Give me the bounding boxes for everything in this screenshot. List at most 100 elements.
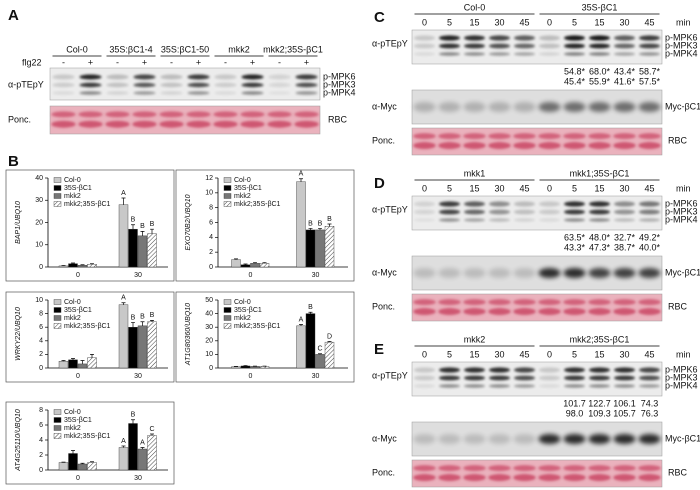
band xyxy=(159,120,184,128)
band xyxy=(295,91,318,95)
band xyxy=(51,111,76,118)
significance-letter: B xyxy=(150,221,155,228)
quantification: 55.9* xyxy=(589,76,611,86)
band xyxy=(413,142,436,150)
band xyxy=(439,201,460,207)
loading-band-label: RBC xyxy=(668,467,688,477)
group-label: 35S-βC1 xyxy=(582,2,618,12)
quantification: 74.3 xyxy=(641,398,659,408)
y-tick-label: 2 xyxy=(39,351,43,358)
band xyxy=(639,218,660,222)
band xyxy=(488,299,511,306)
band xyxy=(613,465,636,472)
quantification: 98.0 xyxy=(566,408,584,418)
band xyxy=(539,201,560,207)
loading-label: Ponc. xyxy=(372,135,395,145)
band xyxy=(639,52,660,56)
band xyxy=(414,43,435,49)
legend-label: 35S-βC1 xyxy=(64,307,92,314)
legend-swatch xyxy=(53,425,62,431)
band xyxy=(414,35,435,41)
band xyxy=(514,375,535,381)
band xyxy=(639,384,660,388)
band xyxy=(187,74,210,80)
band xyxy=(160,91,183,95)
band xyxy=(538,434,561,444)
band xyxy=(638,474,661,482)
error-bar xyxy=(327,341,332,343)
band xyxy=(439,367,460,373)
y-axis-label: WRKY22/UBQ10 xyxy=(15,307,22,361)
legend-swatch xyxy=(53,417,62,423)
bar xyxy=(58,462,69,471)
legend-swatch xyxy=(53,177,62,183)
bar xyxy=(137,448,148,471)
band xyxy=(613,142,636,150)
y-tick-label: 0 xyxy=(39,467,43,474)
bar xyxy=(315,229,325,268)
y-tick-label: 6 xyxy=(39,422,43,429)
error-bar xyxy=(131,224,135,230)
band xyxy=(614,35,635,41)
band xyxy=(439,209,460,215)
y-tick-label: 4 xyxy=(39,437,43,444)
band xyxy=(538,465,561,472)
band xyxy=(638,434,661,444)
band xyxy=(187,91,210,95)
band xyxy=(489,367,510,373)
bar xyxy=(296,325,306,369)
band xyxy=(589,375,610,381)
band xyxy=(240,120,265,128)
band xyxy=(538,133,561,140)
band xyxy=(639,367,660,373)
treatment-label: flg22 xyxy=(22,57,42,67)
time-label: 15 xyxy=(469,17,479,27)
band xyxy=(514,35,535,41)
band xyxy=(438,268,461,278)
band xyxy=(539,218,560,222)
error-bar xyxy=(299,178,303,182)
band xyxy=(214,82,237,88)
chart-frame xyxy=(175,169,355,282)
band xyxy=(589,218,610,222)
band xyxy=(488,268,511,278)
band xyxy=(589,384,610,388)
band-label: p-MPK4 xyxy=(665,214,698,224)
band xyxy=(214,74,237,80)
ponceau-blot xyxy=(49,105,321,135)
time-label: 0 xyxy=(422,349,427,359)
bar xyxy=(118,204,129,268)
legend-swatch xyxy=(223,315,232,321)
band xyxy=(294,120,319,128)
ponceau-blot xyxy=(411,293,663,322)
y-axis-label: BAP1/UBQ10 xyxy=(15,201,22,244)
legend-label: mkk2;35S-βC1 xyxy=(234,323,281,330)
band-label: p-MPK6 xyxy=(665,32,698,42)
error-bar xyxy=(121,302,126,305)
error-bar xyxy=(71,262,75,264)
band xyxy=(439,218,460,222)
significance-letter: A xyxy=(299,316,304,323)
y-tick-label: 10 xyxy=(35,297,43,304)
treatment-mark: - xyxy=(224,57,227,67)
band xyxy=(463,142,486,150)
legend-swatch xyxy=(53,409,62,415)
band xyxy=(613,308,636,316)
y-tick-label: 8 xyxy=(39,310,43,317)
band xyxy=(160,82,183,88)
significance-letter: B xyxy=(131,217,136,224)
y-tick-label: 0 xyxy=(39,365,43,372)
significance-letter: B xyxy=(140,314,145,321)
band xyxy=(614,43,635,49)
band xyxy=(564,384,585,388)
band xyxy=(295,74,318,80)
band xyxy=(489,52,510,56)
loading-label: Ponc. xyxy=(8,114,31,124)
time-unit: min xyxy=(676,183,691,193)
band xyxy=(614,367,635,373)
band xyxy=(563,142,586,150)
band xyxy=(563,299,586,306)
band xyxy=(489,201,510,207)
legend-label: Col-0 xyxy=(64,409,81,416)
